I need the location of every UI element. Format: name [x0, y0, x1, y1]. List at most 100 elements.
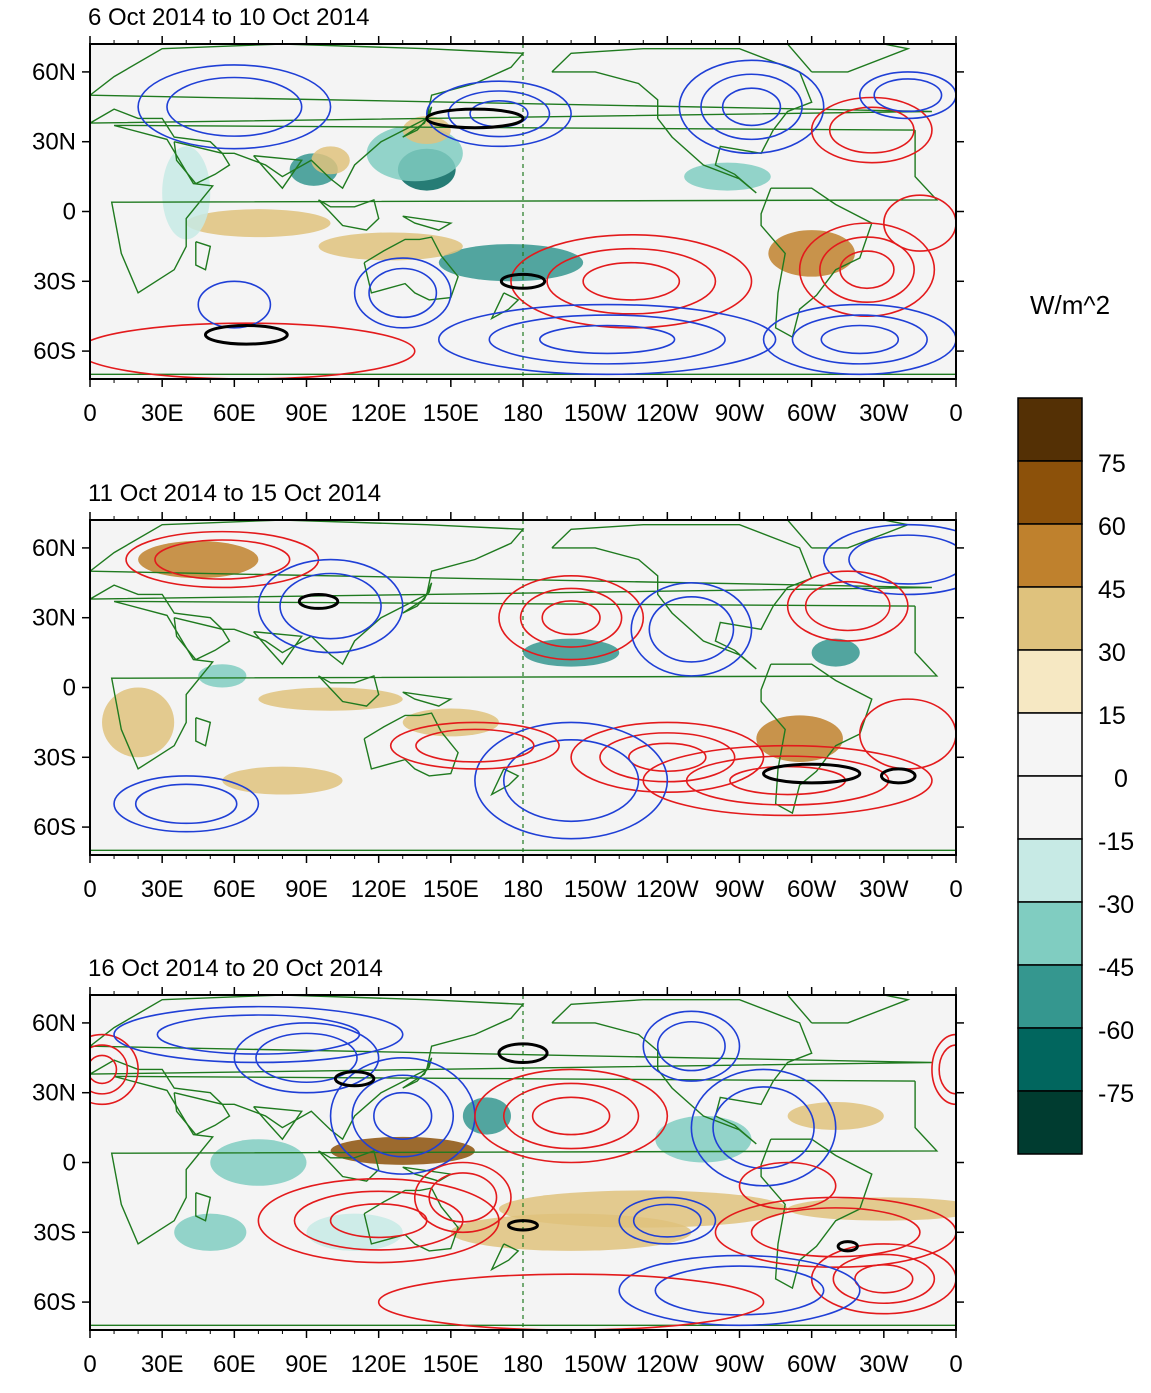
coastline: [402, 215, 453, 231]
colorbar-label: -30: [1098, 891, 1135, 919]
lon-tick-label: 0: [949, 400, 962, 427]
colorbar-label: -60: [1098, 1017, 1135, 1045]
negative-contour: [822, 523, 956, 596]
shaded-anomaly: [655, 1115, 752, 1163]
lat-tick-label: 30N: [32, 605, 76, 632]
lon-tick-label: 0: [83, 1351, 96, 1378]
positive-contour: [90, 1033, 139, 1106]
negative-contour: [197, 280, 272, 329]
shaded-anomaly: [330, 1136, 475, 1165]
negative-contour: [678, 59, 825, 155]
lon-tick-label: 90W: [715, 1351, 765, 1378]
map-background: [90, 520, 956, 855]
lon-tick-label: 30E: [141, 876, 184, 903]
coastline: [253, 1106, 303, 1141]
negative-contour: [791, 314, 928, 365]
positive-contour: [498, 575, 645, 661]
negative-contour: [113, 775, 260, 833]
negative-contour: [113, 1005, 404, 1064]
colorbar-label: 45: [1098, 576, 1126, 604]
colorbar-swatch: [1017, 460, 1083, 525]
lon-tick-label: 0: [83, 876, 96, 903]
colorbar-label: 15: [1098, 702, 1126, 730]
coastline: [90, 520, 932, 666]
positive-contour: [839, 250, 895, 290]
panel-1-title: 6 Oct 2014 to 10 Oct 2014: [88, 4, 370, 31]
positive-contour: [293, 1190, 464, 1251]
panel-2-title: 11 Oct 2014 to 15 Oct 2014: [88, 480, 382, 507]
positive-contour: [582, 261, 681, 301]
lon-tick-label: 60W: [787, 876, 837, 903]
coastline: [363, 236, 459, 301]
significance-contour: [836, 1240, 859, 1253]
colorbar-swatch: [1017, 397, 1083, 462]
positive-contour: [883, 194, 956, 252]
colorbar-swatch: [1017, 712, 1083, 777]
lon-tick-label: 150W: [564, 876, 627, 903]
negative-contour: [166, 76, 303, 137]
negative-contour: [474, 721, 669, 840]
negative-contour: [712, 1086, 815, 1170]
lon-tick-label: 90W: [715, 400, 765, 427]
lon-tick-label: 90E: [285, 400, 328, 427]
positive-contour: [804, 580, 891, 632]
negative-contour: [721, 87, 782, 127]
positive-contour: [819, 236, 915, 304]
negative-contour: [368, 267, 438, 319]
coastline: [253, 631, 303, 666]
shaded-anomaly: [756, 715, 843, 762]
shaded-anomaly: [162, 146, 211, 240]
significance-contour: [297, 592, 340, 610]
coastline: [90, 995, 932, 1141]
colorbar-swatch: [1017, 901, 1083, 966]
positive-contour: [738, 1161, 837, 1210]
positive-contour: [531, 1096, 611, 1136]
coastline: [195, 1192, 212, 1222]
lon-tick-label: 180: [503, 400, 543, 427]
shaded-anomaly: [450, 1213, 692, 1251]
colorbar-swatch: [1017, 964, 1083, 1029]
lon-tick-label: 150E: [423, 1351, 479, 1378]
lon-tick-label: 120E: [351, 1351, 407, 1378]
positive-contour: [938, 1044, 956, 1095]
lon-tick-label: 0: [949, 1351, 962, 1378]
negative-contour: [134, 783, 238, 825]
coastline: [786, 995, 911, 1024]
shaded-anomaly: [684, 162, 771, 191]
colorbar-label: 30: [1098, 639, 1126, 667]
colorbar-swatch: [1017, 649, 1083, 714]
shaded-anomaly: [186, 209, 331, 238]
lon-tick-label: 150W: [564, 1351, 627, 1378]
lat-tick-label: 0: [63, 1150, 76, 1177]
lon-tick-label: 60E: [213, 1351, 256, 1378]
lon-tick-label: 30E: [141, 400, 184, 427]
coastline: [490, 292, 520, 321]
significance-contour: [425, 107, 525, 130]
negative-contour: [642, 1010, 741, 1082]
panel-3-title: 16 Oct 2014 to 20 Oct 2014: [88, 955, 383, 982]
significance-contour: [497, 1042, 549, 1064]
lat-tick-label: 0: [63, 675, 76, 702]
lon-tick-label: 30W: [859, 876, 909, 903]
lon-tick-label: 120E: [351, 876, 407, 903]
lat-tick-label: 0: [63, 199, 76, 226]
colorbar-swatch: [1017, 838, 1083, 903]
negative-contour: [502, 739, 640, 823]
colorbar-label: -45: [1098, 954, 1135, 982]
colorbar-label: 0: [1114, 765, 1128, 793]
coastline: [551, 48, 813, 194]
coastline: [173, 617, 231, 661]
negative-contour: [447, 90, 551, 138]
negative-contour: [255, 1032, 358, 1084]
negative-contour: [137, 64, 332, 150]
shaded-anomaly: [210, 1139, 307, 1186]
positive-contour: [750, 1207, 921, 1258]
coastline: [90, 44, 932, 190]
coastline: [317, 1149, 380, 1182]
lon-tick-label: 30W: [859, 400, 909, 427]
negative-contour: [858, 71, 956, 120]
shaded-anomaly: [306, 1213, 403, 1251]
shaded-anomaly: [787, 1197, 956, 1221]
positive-contour: [541, 600, 601, 636]
